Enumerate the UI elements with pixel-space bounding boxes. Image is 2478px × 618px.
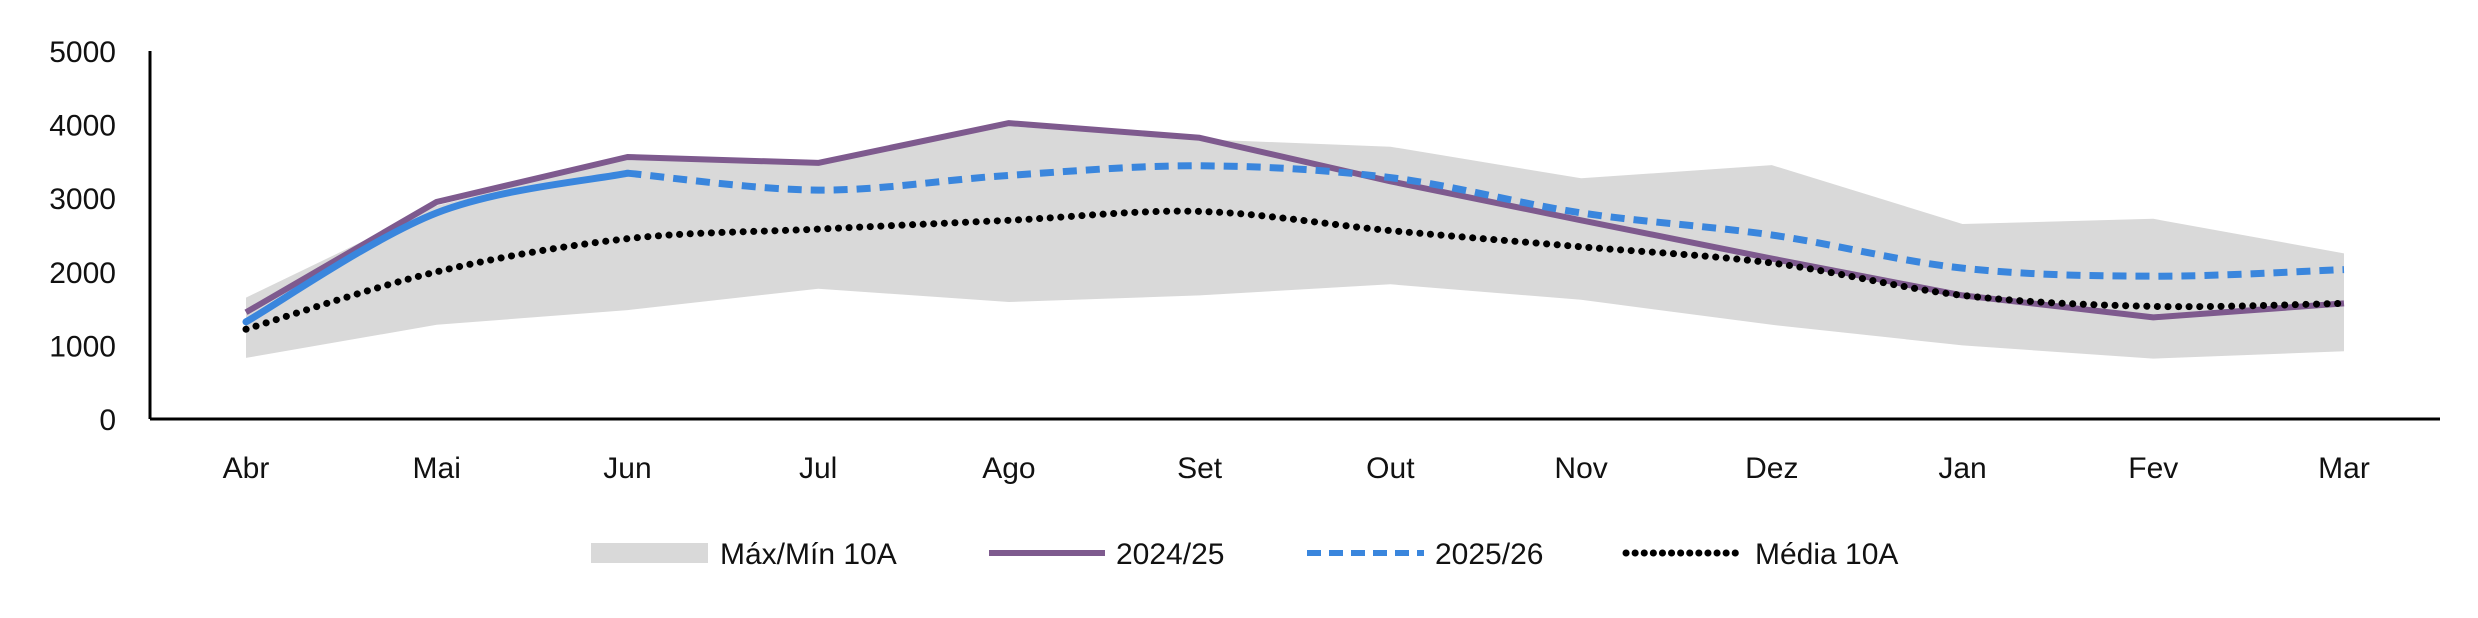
legend-label-2024-25: 2024/25 [1116,538,1224,571]
legend-label-band: Máx/Mín 10A [720,538,897,571]
y-tick-label: 1000 [49,330,116,363]
x-tick-label: Dez [1745,452,1798,485]
x-tick-label: Jul [799,452,837,485]
x-tick-label: Mai [413,452,461,485]
x-tick-label: Jan [1938,452,1986,485]
legend-label-2025-26: 2025/26 [1435,538,1543,571]
x-tick-label: Jun [603,452,651,485]
legend: Máx/Mín 10A 2024/25 2025/26 Média 10A [591,538,1898,571]
y-tick-label: 3000 [49,183,116,216]
x-tick-label: Ago [982,452,1035,485]
x-tick-label: Nov [1554,452,1607,485]
x-tick-label: Out [1366,452,1415,485]
x-tick-label: Fev [2128,452,2178,485]
x-tick-label: Set [1177,452,1223,485]
y-tick-label: 2000 [49,257,116,290]
y-tick-label: 4000 [49,110,116,143]
y-tick-label: 5000 [49,36,116,69]
y-tick-label: 0 [99,404,116,437]
legend-label-media: Média 10A [1755,538,1898,571]
x-tick-labels: Abr Mai Jun Jul Ago Set Out Nov Dez Jan Fev Mar [223,452,2370,485]
y-tick-labels: 0 1000 2000 3000 4000 5000 [49,36,116,437]
legend-swatch-band [591,543,708,563]
x-tick-label: Abr [223,452,270,485]
x-tick-label: Mar [2318,452,2370,485]
